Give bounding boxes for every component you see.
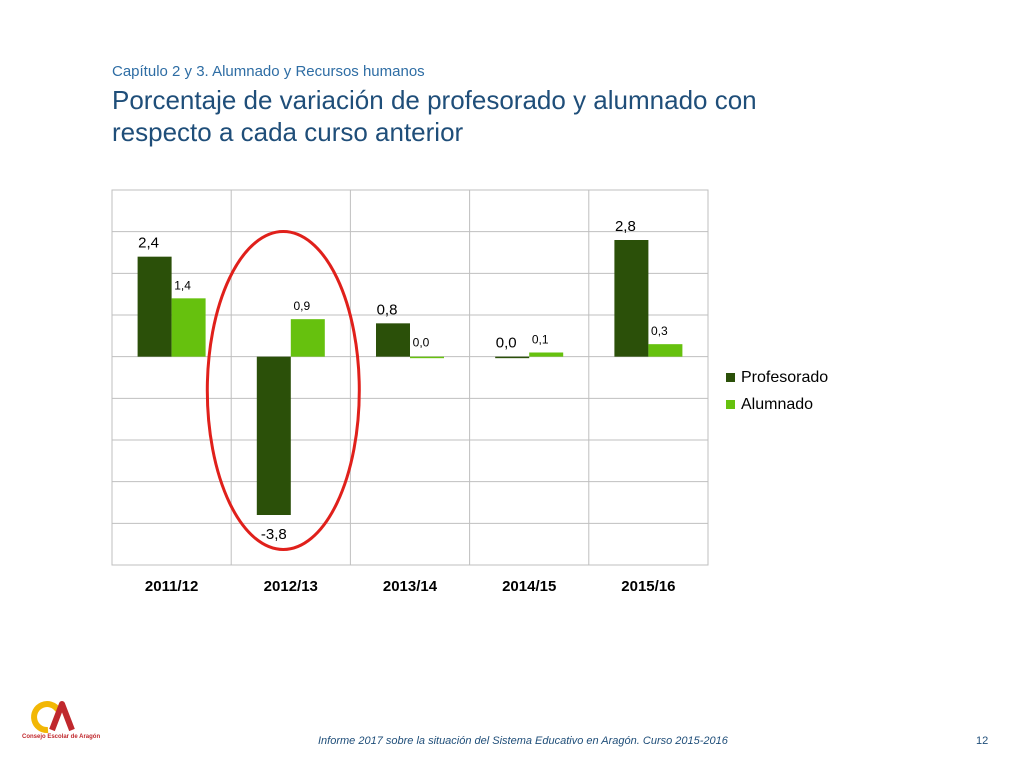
data-label-alumnado-2014-15: 0,1 xyxy=(532,333,549,347)
legend-label-profesorado: Profesorado xyxy=(741,368,829,386)
legend-label-alumnado: Alumnado xyxy=(741,395,814,413)
footer-text: Informe 2017 sobre la situación del Sist… xyxy=(318,735,728,747)
bar-profesorado-2014-15 xyxy=(495,356,530,359)
bar-profesorado-2015-16 xyxy=(614,240,649,357)
chapter-subtitle: Capítulo 2 y 3. Alumnado y Recursos huma… xyxy=(112,63,425,80)
bar-profesorado-2012-13 xyxy=(256,356,291,515)
x-tick-label-2012-13: 2012/13 xyxy=(264,578,318,595)
highlight-ellipse xyxy=(205,230,361,551)
data-label-alumnado-2011-12: 1,4 xyxy=(174,278,191,292)
x-tick-label-2013-14: 2013/14 xyxy=(383,578,438,595)
bar-alumnado-2013-14 xyxy=(410,356,444,359)
bar-profesorado-2011-12 xyxy=(137,256,172,357)
bar-alumnado-2014-15 xyxy=(529,352,564,357)
data-label-alumnado-2015-16: 0,3 xyxy=(651,324,668,338)
plot-area xyxy=(111,189,709,566)
x-tick-label-2014-15: 2014/15 xyxy=(502,578,556,595)
bar-alumnado-2011-12 xyxy=(171,298,206,357)
legend-item-profesorado: Profesorado xyxy=(726,364,828,391)
bar-alumnado-2015-16 xyxy=(648,344,683,357)
data-label-profesorado-2012-13: -3,8 xyxy=(261,526,287,543)
logo-icon xyxy=(31,701,75,734)
bar-alumnado-2012-13 xyxy=(290,319,325,357)
x-tick-label-2011-12: 2011/12 xyxy=(145,578,198,595)
x-tick-label-2015-16: 2015/16 xyxy=(621,578,675,595)
data-label-profesorado-2013-14: 0,8 xyxy=(377,301,398,318)
legend-swatch-profesorado xyxy=(726,373,735,382)
data-label-alumnado-2012-13: 0,9 xyxy=(293,299,310,313)
bar-profesorado-2013-14 xyxy=(376,323,410,357)
data-label-profesorado-2014-15: 0,0 xyxy=(496,335,517,352)
legend-item-alumnado: Alumnado xyxy=(726,391,828,418)
page-number: 12 xyxy=(976,735,989,747)
slide-title: Porcentaje de variación de profesorado y… xyxy=(112,85,757,147)
data-label-profesorado-2011-12: 2,4 xyxy=(138,235,159,252)
data-label-profesorado-2015-16: 2,8 xyxy=(615,218,636,235)
data-label-alumnado-2013-14: 0,0 xyxy=(413,336,430,350)
chart-legend: Profesorado Alumnado xyxy=(726,364,828,418)
logo-text: Consejo Escolar de Aragón xyxy=(22,734,101,740)
legend-swatch-alumnado xyxy=(726,400,735,409)
